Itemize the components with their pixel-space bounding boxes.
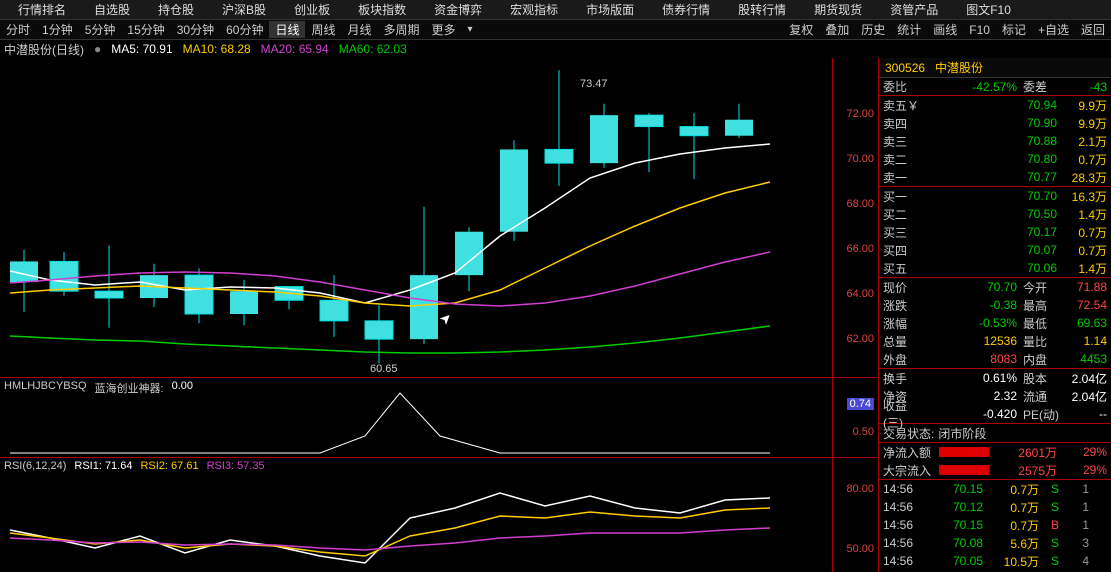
ytick: 0.50 bbox=[853, 426, 874, 438]
menu-资管产品[interactable]: 资管产品 bbox=[876, 1, 952, 18]
ytick: 62.00 bbox=[846, 333, 874, 345]
high-annotation: 73.47 bbox=[580, 78, 608, 90]
menu-板块指数[interactable]: 板块指数 bbox=[344, 1, 420, 18]
ytick: 70.00 bbox=[846, 153, 874, 165]
ask-row: 卖三70.882.1万 bbox=[879, 132, 1111, 150]
chart-area: 72.00 70.00 68.00 66.00 64.00 62.00 73.47 60.… bbox=[0, 58, 878, 572]
tf-月线[interactable]: 月线 bbox=[342, 21, 378, 38]
menu-行情排名[interactable]: 行情排名 bbox=[4, 1, 80, 18]
stock-code: 300526 bbox=[885, 61, 925, 75]
ytick: 0.74 bbox=[847, 398, 874, 410]
tool-复权[interactable]: 复权 bbox=[783, 21, 819, 38]
ytick: 50.00 bbox=[846, 543, 874, 555]
tf-分时[interactable]: 分时 bbox=[0, 21, 36, 38]
trade-status: 交易状态: 闭市阶段 bbox=[879, 424, 1111, 442]
ytick: 66.00 bbox=[846, 243, 874, 255]
menu-自选股[interactable]: 自选股 bbox=[80, 1, 144, 18]
menu-股转行情[interactable]: 股转行情 bbox=[724, 1, 800, 18]
flow-row: 大宗流入2575万29% bbox=[879, 461, 1111, 479]
bid-row: 买一70.7016.3万 bbox=[879, 187, 1111, 205]
ask-row: 卖二70.800.7万 bbox=[879, 150, 1111, 168]
chevron-down-icon[interactable]: ▾ bbox=[462, 24, 479, 35]
ytick: 68.00 bbox=[846, 198, 874, 210]
trade-row: 14:5670.0510.5万S4 bbox=[879, 552, 1111, 570]
ytick: 72.00 bbox=[846, 108, 874, 120]
ask-row: 卖五￥70.949.9万 bbox=[879, 96, 1111, 114]
ma-item: MA5: 70.91 bbox=[111, 42, 172, 56]
rsi-chart[interactable]: RSI(6,12,24)RSI1: 71.64RSI2: 67.61RSI3: … bbox=[0, 458, 878, 572]
weibi-row: 委比 -42.57% 委差 -43 bbox=[879, 78, 1111, 96]
bid-row: 买五70.061.4万 bbox=[879, 259, 1111, 277]
quote-row: 涨跌-0.38最高72.54 bbox=[879, 296, 1111, 314]
bid-row: 买四70.070.7万 bbox=[879, 241, 1111, 259]
ask-row: 卖一70.7728.3万 bbox=[879, 168, 1111, 186]
tf-1分钟[interactable]: 1分钟 bbox=[36, 21, 79, 38]
quote-row: 总量12536量比1.14 bbox=[879, 332, 1111, 350]
menu-持仓股[interactable]: 持仓股 bbox=[144, 1, 208, 18]
ma-item: MA60: 62.03 bbox=[339, 42, 407, 56]
tf-日线[interactable]: 日线 bbox=[269, 21, 305, 38]
menu-市场版面[interactable]: 市场版面 bbox=[572, 1, 648, 18]
menu-债券行情[interactable]: 债券行情 bbox=[648, 1, 724, 18]
tool-叠加[interactable]: 叠加 bbox=[819, 21, 855, 38]
tf-多周期[interactable]: 多周期 bbox=[378, 21, 426, 38]
tool-统计[interactable]: 统计 bbox=[891, 21, 927, 38]
tf-15分钟[interactable]: 15分钟 bbox=[121, 21, 170, 38]
tf-60分钟[interactable]: 60分钟 bbox=[220, 21, 269, 38]
low-annotation: 60.65 bbox=[370, 363, 398, 375]
quote-row: 外盘8083内盘4453 bbox=[879, 350, 1111, 368]
tool-F10[interactable]: F10 bbox=[963, 23, 996, 37]
tool-+自选[interactable]: +自选 bbox=[1032, 21, 1075, 38]
quote-row: 收益(三)-0.420PE(动)-- bbox=[879, 405, 1111, 423]
bid-row: 买二70.501.4万 bbox=[879, 205, 1111, 223]
tool-画线[interactable]: 画线 bbox=[927, 21, 963, 38]
top-menu: 行情排名自选股持仓股沪深B股创业板板块指数资金博弈宏观指标市场版面债券行情股转行… bbox=[0, 0, 1111, 20]
timeframe-toolbar: 分时1分钟5分钟15分钟30分钟60分钟日线周线月线多周期更多▾ 复权叠加历史统… bbox=[0, 20, 1111, 40]
tool-历史[interactable]: 历史 bbox=[855, 21, 891, 38]
menu-沪深B股[interactable]: 沪深B股 bbox=[208, 1, 280, 18]
ytick: 80.00 bbox=[846, 483, 874, 495]
menu-创业板[interactable]: 创业板 bbox=[280, 1, 344, 18]
tf-30分钟[interactable]: 30分钟 bbox=[171, 21, 220, 38]
ask-row: 卖四70.909.9万 bbox=[879, 114, 1111, 132]
stock-header: 300526 中潜股份 bbox=[879, 58, 1111, 78]
trade-row: 14:5670.120.7万S1 bbox=[879, 498, 1111, 516]
flow-row: 净流入额2601万29% bbox=[879, 443, 1111, 461]
menu-图文F10[interactable]: 图文F10 bbox=[952, 1, 1025, 18]
bid-row: 买三70.170.7万 bbox=[879, 223, 1111, 241]
quote-row: 涨幅-0.53%最低69.63 bbox=[879, 314, 1111, 332]
menu-期货现货[interactable]: 期货现货 bbox=[800, 1, 876, 18]
tool-标记[interactable]: 标记 bbox=[996, 21, 1032, 38]
quote-row: 换手0.61%股本2.04亿 bbox=[879, 369, 1111, 387]
quote-panel: 300526 中潜股份 委比 -42.57% 委差 -43 卖五￥70.949.… bbox=[878, 58, 1111, 572]
tf-5分钟[interactable]: 5分钟 bbox=[79, 21, 122, 38]
tool-返回[interactable]: 返回 bbox=[1075, 21, 1111, 38]
stock-name: 中潜股份 bbox=[935, 59, 983, 76]
trade-row: 14:5670.085.6万S3 bbox=[879, 534, 1111, 552]
trade-row: 14:5670.150.7万B1 bbox=[879, 516, 1111, 534]
indicator-chart[interactable]: HMLHJBCYBSQ 蓝海创业神器: 0.00 0.740.50 bbox=[0, 378, 878, 458]
price-chart[interactable]: 72.00 70.00 68.00 66.00 64.00 62.00 73.47 60.… bbox=[0, 58, 878, 378]
ma-item: MA10: 68.28 bbox=[183, 42, 251, 56]
tf-更多[interactable]: 更多 bbox=[426, 21, 462, 38]
quote-row: 现价70.70今开71.88 bbox=[879, 278, 1111, 296]
menu-资金博弈[interactable]: 资金博弈 bbox=[420, 1, 496, 18]
ma-legend: 中潜股份(日线) ● MA5: 70.91 MA10: 68.28 MA20: 65… bbox=[0, 40, 1111, 58]
legend-icon: ● bbox=[94, 42, 101, 56]
tf-周线[interactable]: 周线 bbox=[305, 21, 341, 38]
stock-title: 中潜股份(日线) bbox=[4, 41, 84, 58]
trade-row: 14:5670.150.7万S1 bbox=[879, 480, 1111, 498]
ma-item: MA20: 65.94 bbox=[261, 42, 329, 56]
ytick: 64.00 bbox=[846, 288, 874, 300]
menu-宏观指标[interactable]: 宏观指标 bbox=[496, 1, 572, 18]
